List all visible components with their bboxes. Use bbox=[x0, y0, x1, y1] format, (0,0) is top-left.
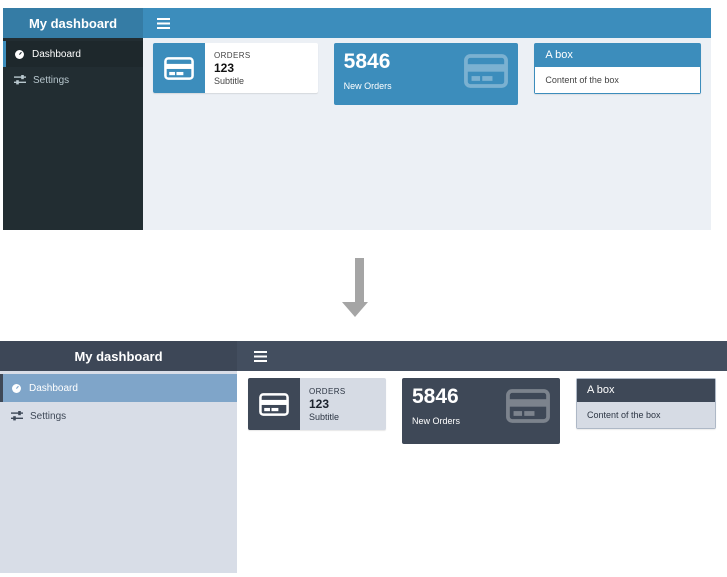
info-box-number: 123 bbox=[309, 396, 330, 411]
a-box: A box Content of the box bbox=[534, 43, 702, 94]
sidebar-item-dashboard[interactable]: Dashboard bbox=[3, 41, 143, 67]
box-title: A box bbox=[535, 44, 701, 67]
orders-info-box: ORDERS 123 Subtitle bbox=[248, 378, 386, 430]
credit-card-icon bbox=[505, 389, 551, 423]
credit-card-icon bbox=[463, 54, 509, 88]
info-box-subtitle: Subtitle bbox=[214, 75, 245, 86]
content-area: ORDERS 123 Subtitle 5846 New Orders A bo… bbox=[143, 38, 711, 230]
info-box-subtitle: Subtitle bbox=[309, 411, 340, 422]
navbar bbox=[237, 341, 727, 371]
dashboard-before: My dashboard Dashboard Settings bbox=[3, 8, 711, 230]
info-box-number: 123 bbox=[214, 60, 235, 75]
hamburger-icon[interactable] bbox=[152, 14, 175, 33]
gauge-icon bbox=[11, 383, 22, 394]
info-box-text: ORDERS 123 Subtitle bbox=[205, 43, 260, 93]
sidebar-item-settings[interactable]: Settings bbox=[3, 67, 143, 93]
value-box-label: New Orders bbox=[412, 416, 461, 427]
sidebar: Dashboard Settings bbox=[3, 38, 143, 230]
dashboard-after: My dashboard Dashboard Settings bbox=[0, 341, 727, 573]
box-title: A box bbox=[577, 379, 715, 402]
info-box-text: ORDERS 123 Subtitle bbox=[300, 378, 355, 430]
gauge-icon bbox=[14, 49, 25, 60]
orders-info-box: ORDERS 123 Subtitle bbox=[153, 43, 318, 93]
new-orders-value-box: 5846 New Orders bbox=[333, 43, 519, 105]
info-box-label: ORDERS bbox=[214, 50, 251, 60]
hamburger-icon[interactable] bbox=[249, 347, 272, 366]
brand-title[interactable]: My dashboard bbox=[0, 341, 237, 371]
box-content: Content of the box bbox=[577, 402, 715, 428]
info-box-label: ORDERS bbox=[309, 386, 346, 396]
sidebar-item-settings[interactable]: Settings bbox=[0, 402, 237, 430]
sidebar-item-label: Settings bbox=[30, 410, 67, 422]
down-arrow-icon bbox=[342, 258, 368, 317]
credit-card-icon bbox=[248, 378, 300, 430]
value-box-number: 5846 bbox=[343, 50, 391, 73]
sidebar: Dashboard Settings bbox=[0, 371, 237, 573]
a-box: A box Content of the box bbox=[576, 378, 716, 429]
value-box-label: New Orders bbox=[343, 81, 392, 92]
value-box-number: 5846 bbox=[412, 385, 459, 408]
sidebar-item-dashboard[interactable]: Dashboard bbox=[0, 374, 237, 402]
navbar bbox=[143, 8, 711, 38]
credit-card-icon bbox=[153, 43, 205, 93]
sidebar-item-label: Dashboard bbox=[32, 48, 81, 60]
brand-title[interactable]: My dashboard bbox=[3, 8, 143, 38]
sliders-icon bbox=[14, 75, 26, 85]
sidebar-item-label: Dashboard bbox=[29, 382, 78, 394]
sidebar-item-label: Settings bbox=[33, 74, 70, 86]
sliders-icon bbox=[11, 411, 23, 421]
content-area: ORDERS 123 Subtitle 5846 New Orders A bo… bbox=[237, 371, 727, 573]
box-content: Content of the box bbox=[535, 67, 701, 93]
new-orders-value-box: 5846 New Orders bbox=[402, 378, 560, 444]
